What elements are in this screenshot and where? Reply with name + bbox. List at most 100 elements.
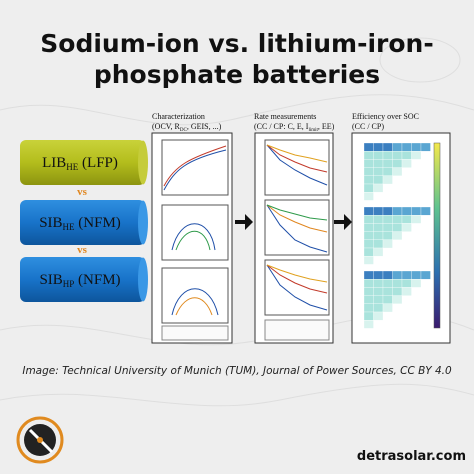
heatmap-cell bbox=[373, 223, 384, 232]
heatmap-cell bbox=[392, 231, 403, 240]
efficiency-panel bbox=[351, 132, 451, 344]
heatmap-cell bbox=[411, 206, 422, 216]
heatmap-cell bbox=[363, 231, 374, 240]
heatmap-cell bbox=[373, 311, 384, 321]
heatmap-cell bbox=[382, 303, 393, 313]
battery-label: SIBHE (NFM) bbox=[39, 215, 121, 232]
heatmap-cell bbox=[411, 142, 422, 152]
heatmap-cell bbox=[411, 270, 422, 280]
battery-label: LIBHE (LFP) bbox=[42, 155, 118, 172]
heatmap-cell bbox=[373, 231, 384, 240]
heatmap-cell bbox=[373, 295, 384, 304]
heatmap-cell bbox=[401, 206, 412, 216]
heatmap-cell bbox=[401, 215, 412, 224]
heatmap-cell bbox=[373, 206, 384, 216]
heatmap-cell bbox=[382, 142, 393, 152]
heatmap-cell bbox=[363, 192, 374, 201]
heatmap-cell bbox=[373, 151, 384, 160]
heatmap-cell bbox=[373, 183, 384, 193]
heatmap-cell bbox=[382, 287, 393, 296]
heatmap-cell bbox=[363, 167, 374, 176]
heatmap-cell bbox=[363, 311, 374, 321]
heatmap-cell bbox=[382, 206, 393, 216]
heatmap-cell bbox=[363, 239, 374, 249]
heatmap-cell bbox=[411, 215, 422, 224]
heatmap-cell bbox=[363, 270, 374, 280]
heatmap-cell bbox=[392, 142, 403, 152]
heatmap-cell bbox=[382, 279, 393, 288]
heatmap-cell bbox=[392, 270, 403, 280]
vs: vs bbox=[77, 186, 88, 198]
heatmap-cell bbox=[392, 159, 403, 168]
heatmap-cell bbox=[401, 287, 412, 296]
heatmap-cell bbox=[420, 206, 431, 216]
panel-title: Rate measurements bbox=[254, 112, 316, 121]
heatmap-cell bbox=[401, 151, 412, 160]
heatmap-cell bbox=[401, 270, 412, 280]
heatmap-cell bbox=[392, 167, 403, 176]
heatmap-cell bbox=[382, 295, 393, 304]
heatmap-cell bbox=[363, 206, 374, 216]
heatmap-cell bbox=[382, 215, 393, 224]
heatmap-cell bbox=[373, 142, 384, 152]
panel-subtitle: (CC / CP) bbox=[352, 122, 384, 131]
heatmap-cell bbox=[363, 295, 374, 304]
heatmap-cell bbox=[363, 183, 374, 193]
battery: LIBHE (LFP) bbox=[20, 140, 148, 185]
panel-subtitle: (CC / CP: C, E, Ilimit, EE) bbox=[254, 122, 335, 133]
heatmap-cell bbox=[363, 175, 374, 185]
brand: detrasolar.com bbox=[357, 449, 466, 464]
arrow bbox=[235, 214, 253, 230]
title: Sodium-ion vs. lithium-iron- bbox=[40, 29, 433, 58]
heatmap-cell bbox=[392, 215, 403, 224]
heatmap-cell bbox=[392, 287, 403, 296]
heatmap-cell bbox=[373, 167, 384, 176]
heatmap-cell bbox=[411, 151, 422, 160]
heatmap-cell bbox=[382, 270, 393, 280]
heatmap-cell bbox=[373, 175, 384, 185]
heatmap-cell bbox=[363, 151, 374, 160]
heatmap-cell bbox=[392, 151, 403, 160]
heatmap-cell bbox=[363, 303, 374, 313]
heatmap-cell bbox=[363, 142, 374, 152]
heatmap-cell bbox=[392, 279, 403, 288]
heatmap-cell bbox=[392, 295, 403, 304]
panel-subtitle: (OCV, RDC, GEIS, ...) bbox=[152, 122, 222, 133]
heatmap-cell bbox=[420, 142, 431, 152]
heatmap-cell bbox=[373, 159, 384, 168]
heatmap-cell bbox=[363, 215, 374, 224]
heatmap-cell bbox=[411, 279, 422, 288]
heatmap-cell bbox=[401, 159, 412, 168]
heatmap-cell bbox=[382, 151, 393, 160]
battery-label: SIBHP (NFM) bbox=[39, 272, 120, 289]
heatmap-cell bbox=[382, 159, 393, 168]
rate-panel bbox=[254, 132, 334, 344]
heatmap-cell bbox=[373, 247, 384, 257]
heatmap-cell bbox=[373, 287, 384, 296]
heatmap-cell bbox=[382, 223, 393, 232]
heatmap-cell bbox=[382, 231, 393, 240]
arrow bbox=[334, 214, 352, 230]
heatmap-cell bbox=[363, 287, 374, 296]
heatmap-cell bbox=[363, 279, 374, 288]
heatmap-cell bbox=[373, 239, 384, 249]
heatmap-cell bbox=[363, 320, 374, 329]
heatmap-cell bbox=[392, 223, 403, 232]
battery: SIBHE (NFM) bbox=[20, 200, 148, 245]
heatmap-cell bbox=[373, 303, 384, 313]
vs: vs bbox=[77, 244, 88, 256]
panel-title: Efficiency over SOC bbox=[352, 112, 419, 121]
title: phosphate batteries bbox=[94, 60, 380, 89]
heatmap-cell bbox=[373, 215, 384, 224]
heatmap-cell bbox=[382, 175, 393, 185]
heatmap-cell bbox=[363, 247, 374, 257]
heatmap-cell bbox=[392, 206, 403, 216]
heatmap-cell bbox=[373, 270, 384, 280]
caption: Image: Technical University of Munich (T… bbox=[22, 365, 452, 377]
heatmap-cell bbox=[382, 167, 393, 176]
heatmap-cell bbox=[420, 270, 431, 280]
heatmap-cell bbox=[401, 279, 412, 288]
heatmap-cell bbox=[363, 256, 374, 265]
panel-title: Characterization bbox=[152, 112, 205, 121]
characterization-panel bbox=[151, 132, 233, 344]
